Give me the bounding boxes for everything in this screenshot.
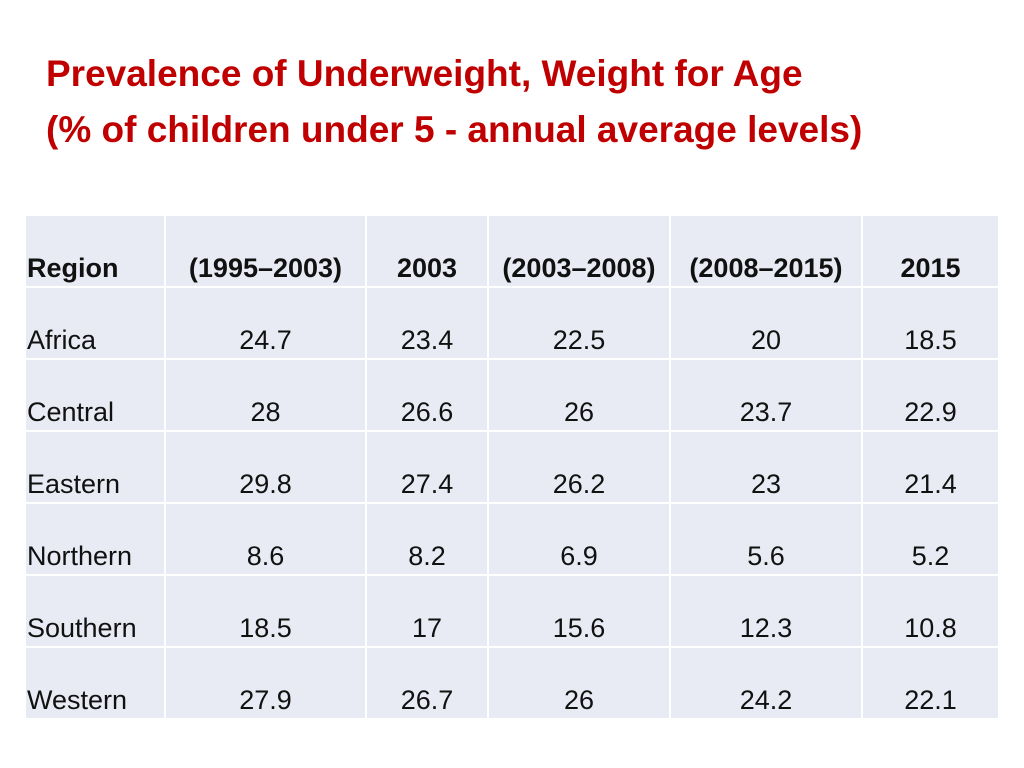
column-header-region: Region xyxy=(26,216,164,286)
table-cell: 22.5 xyxy=(489,288,669,358)
column-header-2003: 2003 xyxy=(367,216,487,286)
table-cell: 24.2 xyxy=(671,648,861,718)
table-cell: 26 xyxy=(489,360,669,430)
table-cell: 29.8 xyxy=(166,432,365,502)
table-row: Central 28 26.6 26 23.7 22.9 xyxy=(26,360,998,430)
table-cell: 26.2 xyxy=(489,432,669,502)
table-cell: 8.2 xyxy=(367,504,487,574)
table-cell: 5.2 xyxy=(863,504,998,574)
table-cell: 24.7 xyxy=(166,288,365,358)
table-row: Western 27.9 26.7 26 24.2 22.1 xyxy=(26,648,998,718)
table-cell: 5.6 xyxy=(671,504,861,574)
page-title: Prevalence of Underweight, Weight for Ag… xyxy=(46,46,862,158)
row-region-cell: Southern xyxy=(26,576,164,646)
table-cell: 15.6 xyxy=(489,576,669,646)
row-region-cell: Eastern xyxy=(26,432,164,502)
table-cell: 22.1 xyxy=(863,648,998,718)
table-cell: 18.5 xyxy=(166,576,365,646)
title-line-1: Prevalence of Underweight, Weight for Ag… xyxy=(46,53,803,94)
table-cell: 27.9 xyxy=(166,648,365,718)
column-header-2003-2008: (2003–2008) xyxy=(489,216,669,286)
table-cell: 22.9 xyxy=(863,360,998,430)
table-cell: 6.9 xyxy=(489,504,669,574)
table-cell: 20 xyxy=(671,288,861,358)
table-cell: 23 xyxy=(671,432,861,502)
row-region-cell: Northern xyxy=(26,504,164,574)
table-row: Southern 18.5 17 15.6 12.3 10.8 xyxy=(26,576,998,646)
column-header-2008-2015: (2008–2015) xyxy=(671,216,861,286)
row-region-cell: Africa xyxy=(26,288,164,358)
table-cell: 26 xyxy=(489,648,669,718)
table-cell: 21.4 xyxy=(863,432,998,502)
table-cell: 12.3 xyxy=(671,576,861,646)
table-cell: 17 xyxy=(367,576,487,646)
row-region-cell: Central xyxy=(26,360,164,430)
row-region-cell: Western xyxy=(26,648,164,718)
table-cell: 23.4 xyxy=(367,288,487,358)
table-row: Eastern 29.8 27.4 26.2 23 21.4 xyxy=(26,432,998,502)
table-cell: 10.8 xyxy=(863,576,998,646)
table-cell: 23.7 xyxy=(671,360,861,430)
table-cell: 18.5 xyxy=(863,288,998,358)
table-cell: 8.6 xyxy=(166,504,365,574)
table-cell: 26.6 xyxy=(367,360,487,430)
table-header-row: Region (1995–2003) 2003 (2003–2008) (200… xyxy=(26,216,998,286)
table-row: Northern 8.6 8.2 6.9 5.6 5.2 xyxy=(26,504,998,574)
column-header-1995-2003: (1995–2003) xyxy=(166,216,365,286)
column-header-2015: 2015 xyxy=(863,216,998,286)
table-row: Africa 24.7 23.4 22.5 20 18.5 xyxy=(26,288,998,358)
table-cell: 28 xyxy=(166,360,365,430)
title-line-2: (% of children under 5 - annual average … xyxy=(46,109,863,150)
table-cell: 27.4 xyxy=(367,432,487,502)
table-cell: 26.7 xyxy=(367,648,487,718)
underweight-table: Region (1995–2003) 2003 (2003–2008) (200… xyxy=(24,214,1000,720)
